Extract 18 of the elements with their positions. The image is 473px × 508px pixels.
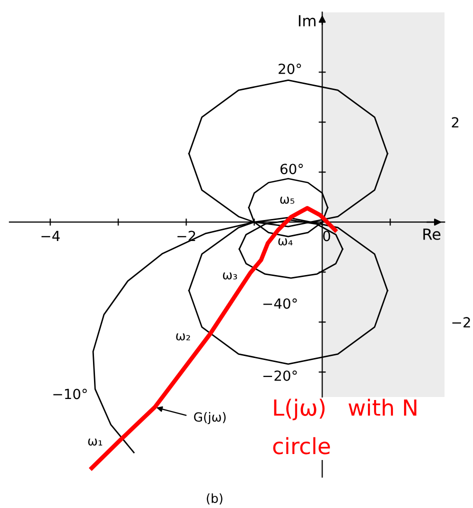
x-axis-title: Re [423,228,440,240]
annotation: 20° [278,64,301,74]
annotation: 60° [280,164,303,174]
y-tick-label: 2 [452,117,458,128]
annotation: ω₄ [278,238,293,246]
annotation: ω₃ [222,272,237,280]
x-tick-label: −4 [41,230,60,241]
annotation: −10° [53,388,87,400]
annotation: ω₁ [88,438,102,446]
annotation: ω₅ [280,196,294,204]
x-tick-label: 0 [323,230,330,242]
y-axis-title: Im [298,15,316,26]
text: (b) [206,493,222,505]
annotation: −20° [263,370,297,381]
annotation: G(jω) [194,412,226,424]
annotation: L(jω) with N circle [273,398,416,454]
annotation: ω₂ [176,333,190,340]
annotation: −40° [263,298,297,309]
